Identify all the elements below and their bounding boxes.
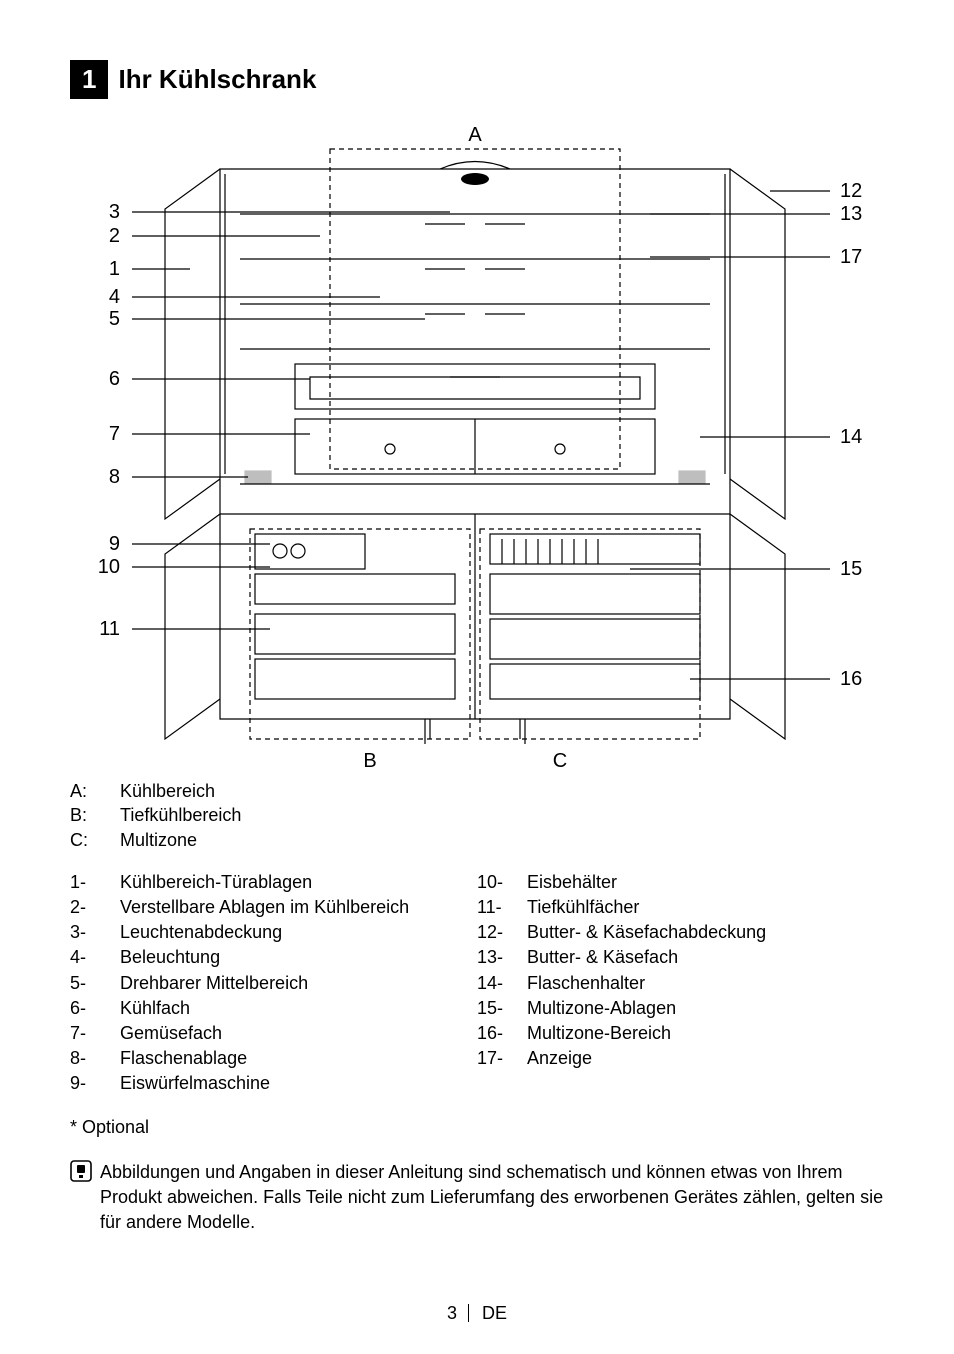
section-title: Ihr Kühlschrank <box>118 64 316 95</box>
zone-key: A: <box>70 779 120 803</box>
callout-left: 5 <box>109 308 120 330</box>
callout-right: 13 <box>840 203 862 225</box>
callout-left: 8 <box>109 466 120 488</box>
part-num: 8- <box>70 1046 120 1071</box>
part-label: Beleuchtung <box>120 945 220 970</box>
part-label: Eiswürfelmaschine <box>120 1071 270 1096</box>
callout-left: 2 <box>109 225 120 247</box>
part-num: 9- <box>70 1071 120 1096</box>
zones-legend: A:Kühlbereich B:Tiefkühlbereich C:Multiz… <box>70 779 884 852</box>
section-number: 1 <box>70 60 108 99</box>
part-num: 17- <box>477 1046 527 1071</box>
part-num: 11- <box>477 895 527 920</box>
callout-left: 6 <box>109 368 120 390</box>
callout-right: 17 <box>840 246 862 268</box>
optional-note: * Optional <box>70 1117 884 1138</box>
callout-left: 11 <box>99 618 120 640</box>
callout-left: 9 <box>109 533 120 555</box>
caution-note: Abbildungen und Angaben in dieser Anleit… <box>70 1160 884 1236</box>
callout-right: 12 <box>840 180 862 202</box>
callout-left: 1 <box>109 258 120 280</box>
section-heading: 1 Ihr Kühlschrank <box>70 60 884 99</box>
part-num: 6- <box>70 996 120 1021</box>
part-label: Drehbarer Mittelbereich <box>120 971 308 996</box>
zone-label: Tiefkühlbereich <box>120 803 241 827</box>
part-label: Flaschenablage <box>120 1046 247 1071</box>
part-num: 4- <box>70 945 120 970</box>
callout-left: 10 <box>98 556 120 578</box>
callout-right: 14 <box>840 426 862 448</box>
callout-right: 16 <box>840 668 862 690</box>
callout-right: 15 <box>840 558 862 580</box>
page-lang: DE <box>482 1303 507 1323</box>
part-label: Tiefkühlfächer <box>527 895 639 920</box>
part-num: 1- <box>70 870 120 895</box>
part-label: Anzeige <box>527 1046 592 1071</box>
callout-left: 3 <box>109 201 120 223</box>
part-num: 10- <box>477 870 527 895</box>
part-num: 5- <box>70 971 120 996</box>
parts-legend: 1-Kühlbereich-Türablagen 2-Verstellbare … <box>70 870 884 1097</box>
part-num: 3- <box>70 920 120 945</box>
page-number: 3 <box>447 1303 457 1323</box>
part-num: 12- <box>477 920 527 945</box>
part-label: Multizone-Bereich <box>527 1021 671 1046</box>
caution-text: Abbildungen und Angaben in dieser Anleit… <box>100 1160 884 1236</box>
zone-key: C: <box>70 828 120 852</box>
zone-b-label: B <box>363 750 376 772</box>
part-label: Kühlbereich-Türablagen <box>120 870 312 895</box>
page-footer: 3 DE <box>0 1303 954 1324</box>
part-label: Gemüsefach <box>120 1021 222 1046</box>
caution-icon <box>70 1160 100 1236</box>
part-label: Butter- & Käsefachabdeckung <box>527 920 766 945</box>
zone-key: B: <box>70 803 120 827</box>
part-num: 14- <box>477 971 527 996</box>
part-num: 2- <box>70 895 120 920</box>
callout-left: 7 <box>109 423 120 445</box>
part-label: Leuchtenabdeckung <box>120 920 282 945</box>
callout-left: 4 <box>109 286 120 308</box>
part-label: Eisbehälter <box>527 870 617 895</box>
part-num: 16- <box>477 1021 527 1046</box>
zone-a-label: A <box>468 124 482 146</box>
zone-c-label: C <box>553 750 567 772</box>
part-num: 13- <box>477 945 527 970</box>
part-label: Verstellbare Ablagen im Kühlbereich <box>120 895 409 920</box>
part-label: Kühlfach <box>120 996 190 1021</box>
part-label: Multizone-Ablagen <box>527 996 676 1021</box>
part-num: 15- <box>477 996 527 1021</box>
zone-label: Multizone <box>120 828 197 852</box>
part-label: Flaschenhalter <box>527 971 645 996</box>
part-num: 7- <box>70 1021 120 1046</box>
part-label: Butter- & Käsefach <box>527 945 678 970</box>
fridge-diagram: A B C 3 2 1 4 5 6 7 8 9 10 11 12 13 17 1… <box>70 119 884 779</box>
zone-label: Kühlbereich <box>120 779 215 803</box>
